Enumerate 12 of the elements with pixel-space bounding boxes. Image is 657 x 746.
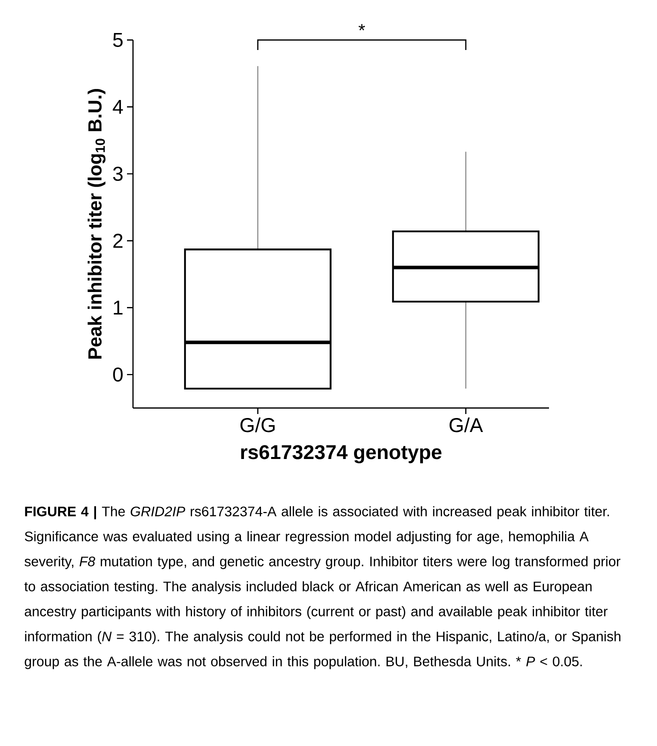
text: FIGURE 4 | The GRID2IP rs61732374-A allele is associated with increased peak inhibitor titer. Significance was evaluated using a linear regression model adjusting for age, hemophilia A severity, F8 mutation type, and genetic ancestry group. Inhibitor titers were log transformed prior to association testing. The analysis included black or African American as well as European ancestry participants with history of inhibitors (current or past) and available peak inhibitor titer information (N = 310). The analysis could not be performed in the Hispanic, Latino/a, or Spanish group as the A-allele was not observed in this population. BU, Bethesda Units. *P < 0.05.	[24, 506, 620, 670]
y-axis-title: Peak inhibitor titer (log$_{10}$ B.U.)	[88, 89, 106, 359]
y-tick-label: 3	[113, 166, 123, 181]
x-axis-title: rs61732374 genotype	[241, 445, 442, 464]
y-tick-label: 4	[112, 100, 123, 114]
y-tick-label: 5	[113, 33, 123, 47]
y-tick-label: 2	[113, 234, 122, 248]
text: *	[358, 24, 366, 30]
y-tick-label: 1	[114, 300, 122, 315]
y-tick-label: 0	[113, 367, 123, 382]
x-tick-label: G/A	[450, 418, 483, 432]
x-tick-label: G/G	[240, 418, 275, 432]
